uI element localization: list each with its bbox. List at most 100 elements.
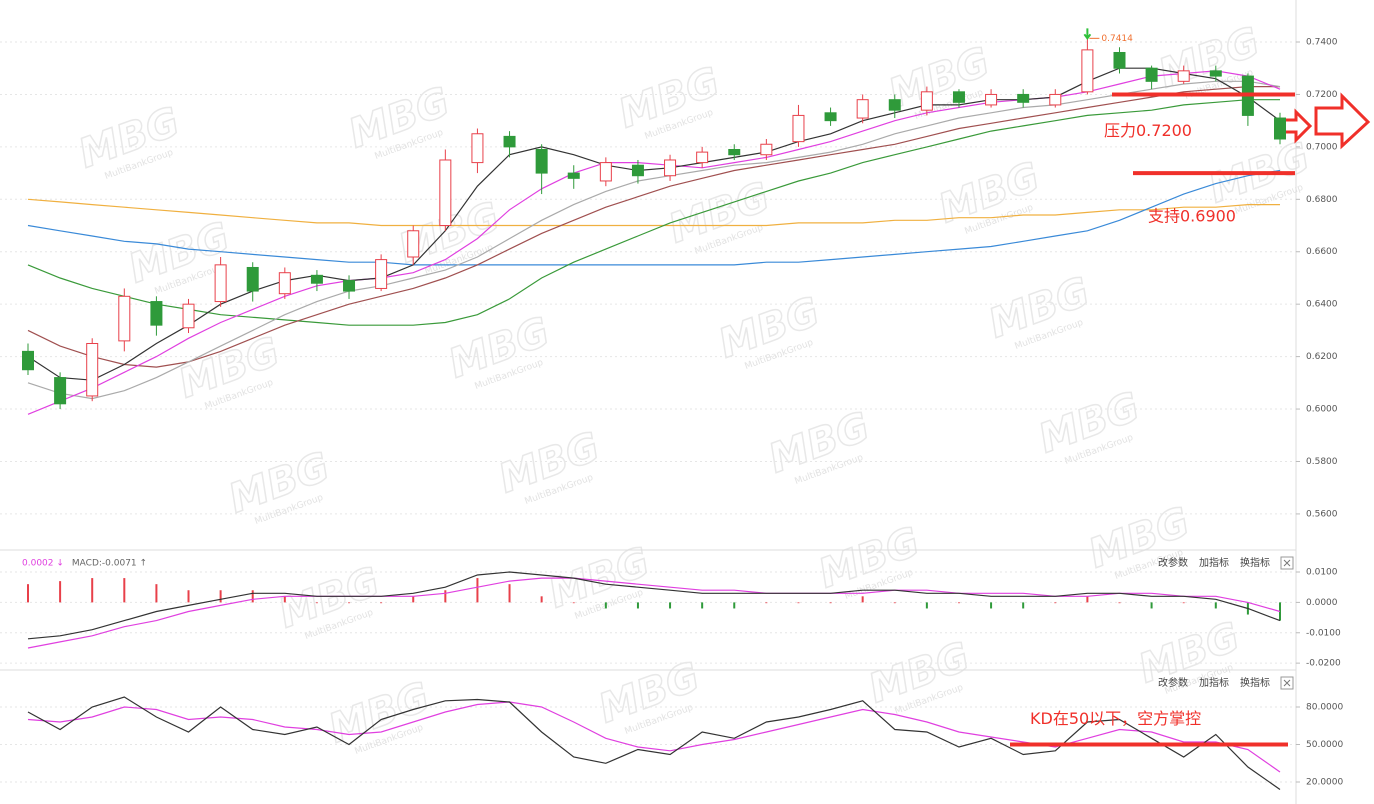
macd-bar — [380, 602, 383, 604]
candle-body — [1049, 93, 1062, 106]
arrow-icon — [1280, 108, 1313, 144]
level-label: 支持0.6900 — [1148, 207, 1236, 226]
y-tick-label: 0.6000 — [1306, 405, 1338, 415]
macd-bar — [797, 602, 800, 604]
macd-bar — [315, 602, 318, 604]
candle-body — [824, 112, 837, 122]
macd-bar — [219, 590, 222, 603]
candle-body — [246, 266, 259, 292]
candle-body — [535, 148, 548, 174]
candle-body — [631, 164, 644, 177]
candle-body — [214, 264, 227, 303]
macd-bar — [733, 602, 736, 609]
macd-bar — [1086, 596, 1089, 603]
arrow-icon — [1314, 92, 1371, 150]
series-line — [27, 571, 1281, 640]
candle-body — [567, 172, 580, 179]
macd-bar — [765, 602, 768, 604]
macd-bar — [59, 581, 62, 603]
toolbar-button: 加指标 — [1199, 556, 1229, 569]
y-tick-label: 0.6400 — [1306, 300, 1338, 310]
y-tick-label: 0.6800 — [1306, 195, 1338, 205]
candle-body — [407, 230, 420, 258]
macd-bar — [572, 602, 575, 604]
candle-body — [599, 162, 612, 182]
y-tick-label: 50.0000 — [1306, 740, 1343, 750]
macd-bar — [957, 602, 960, 604]
macd-bar — [829, 602, 832, 604]
series-line — [27, 169, 1281, 266]
y-tick-label: 0.0100 — [1306, 568, 1338, 578]
y-tick-label: 0.6600 — [1306, 247, 1338, 257]
toolbar-button: 加指标 — [1199, 676, 1229, 689]
candle-body — [664, 159, 677, 177]
macd-bar — [1022, 602, 1025, 609]
candle-body — [1113, 51, 1126, 69]
close-icon — [1283, 559, 1291, 567]
arrows — [1280, 92, 1371, 150]
macd-bar — [187, 590, 190, 603]
y-tick-label: 0.7400 — [1306, 38, 1338, 48]
macd-bar — [123, 578, 126, 603]
y-tick-label: 20.0000 — [1306, 778, 1343, 788]
macd-bar — [283, 596, 286, 603]
series-line — [27, 198, 1280, 227]
candle-body — [1145, 67, 1158, 82]
y-tick-label: 0.0000 — [1306, 598, 1338, 608]
macd-bar — [701, 602, 704, 609]
macd-bar — [925, 602, 928, 609]
macd-bar — [1150, 602, 1153, 609]
toolbar-button: 改参数 — [1158, 556, 1188, 569]
high-label: 0.7414 — [1101, 34, 1133, 44]
macd-bar — [444, 590, 447, 603]
macd-bar — [1214, 602, 1217, 609]
candle-body — [22, 350, 34, 371]
candle-body — [278, 272, 291, 295]
high-arrow — [1083, 28, 1092, 41]
macd-bar — [412, 596, 415, 603]
y-tick-label: 0.5600 — [1306, 509, 1338, 519]
candle-body — [375, 259, 388, 289]
macd-bar — [990, 602, 993, 609]
candle-body — [1274, 117, 1286, 140]
close-icon — [1283, 679, 1291, 687]
macd-header: 0.0002 ↓ — [22, 559, 64, 569]
toolbar-button: 换指标 — [1240, 556, 1270, 569]
y-tick-label: -0.0100 — [1306, 628, 1341, 638]
candle-body — [54, 377, 67, 405]
candle-body — [888, 99, 901, 111]
macd-bar — [476, 578, 479, 603]
toolbar-button: 改参数 — [1158, 676, 1188, 689]
y-tick-label: 0.7000 — [1306, 142, 1338, 152]
series-line — [27, 86, 1280, 368]
toolbar-button: 换指标 — [1240, 676, 1270, 689]
macd-bar — [669, 602, 672, 609]
series-line — [27, 577, 1281, 649]
macd-bar — [155, 584, 158, 603]
y-tick-label: -0.0200 — [1306, 659, 1341, 669]
candle-body — [760, 143, 773, 156]
macd-bar — [893, 602, 896, 604]
macd-bar — [1118, 602, 1121, 604]
candle-body — [1081, 49, 1094, 93]
candle-body — [343, 280, 356, 292]
y-tick-label: 0.5800 — [1306, 457, 1338, 467]
candle-body — [1017, 93, 1030, 103]
